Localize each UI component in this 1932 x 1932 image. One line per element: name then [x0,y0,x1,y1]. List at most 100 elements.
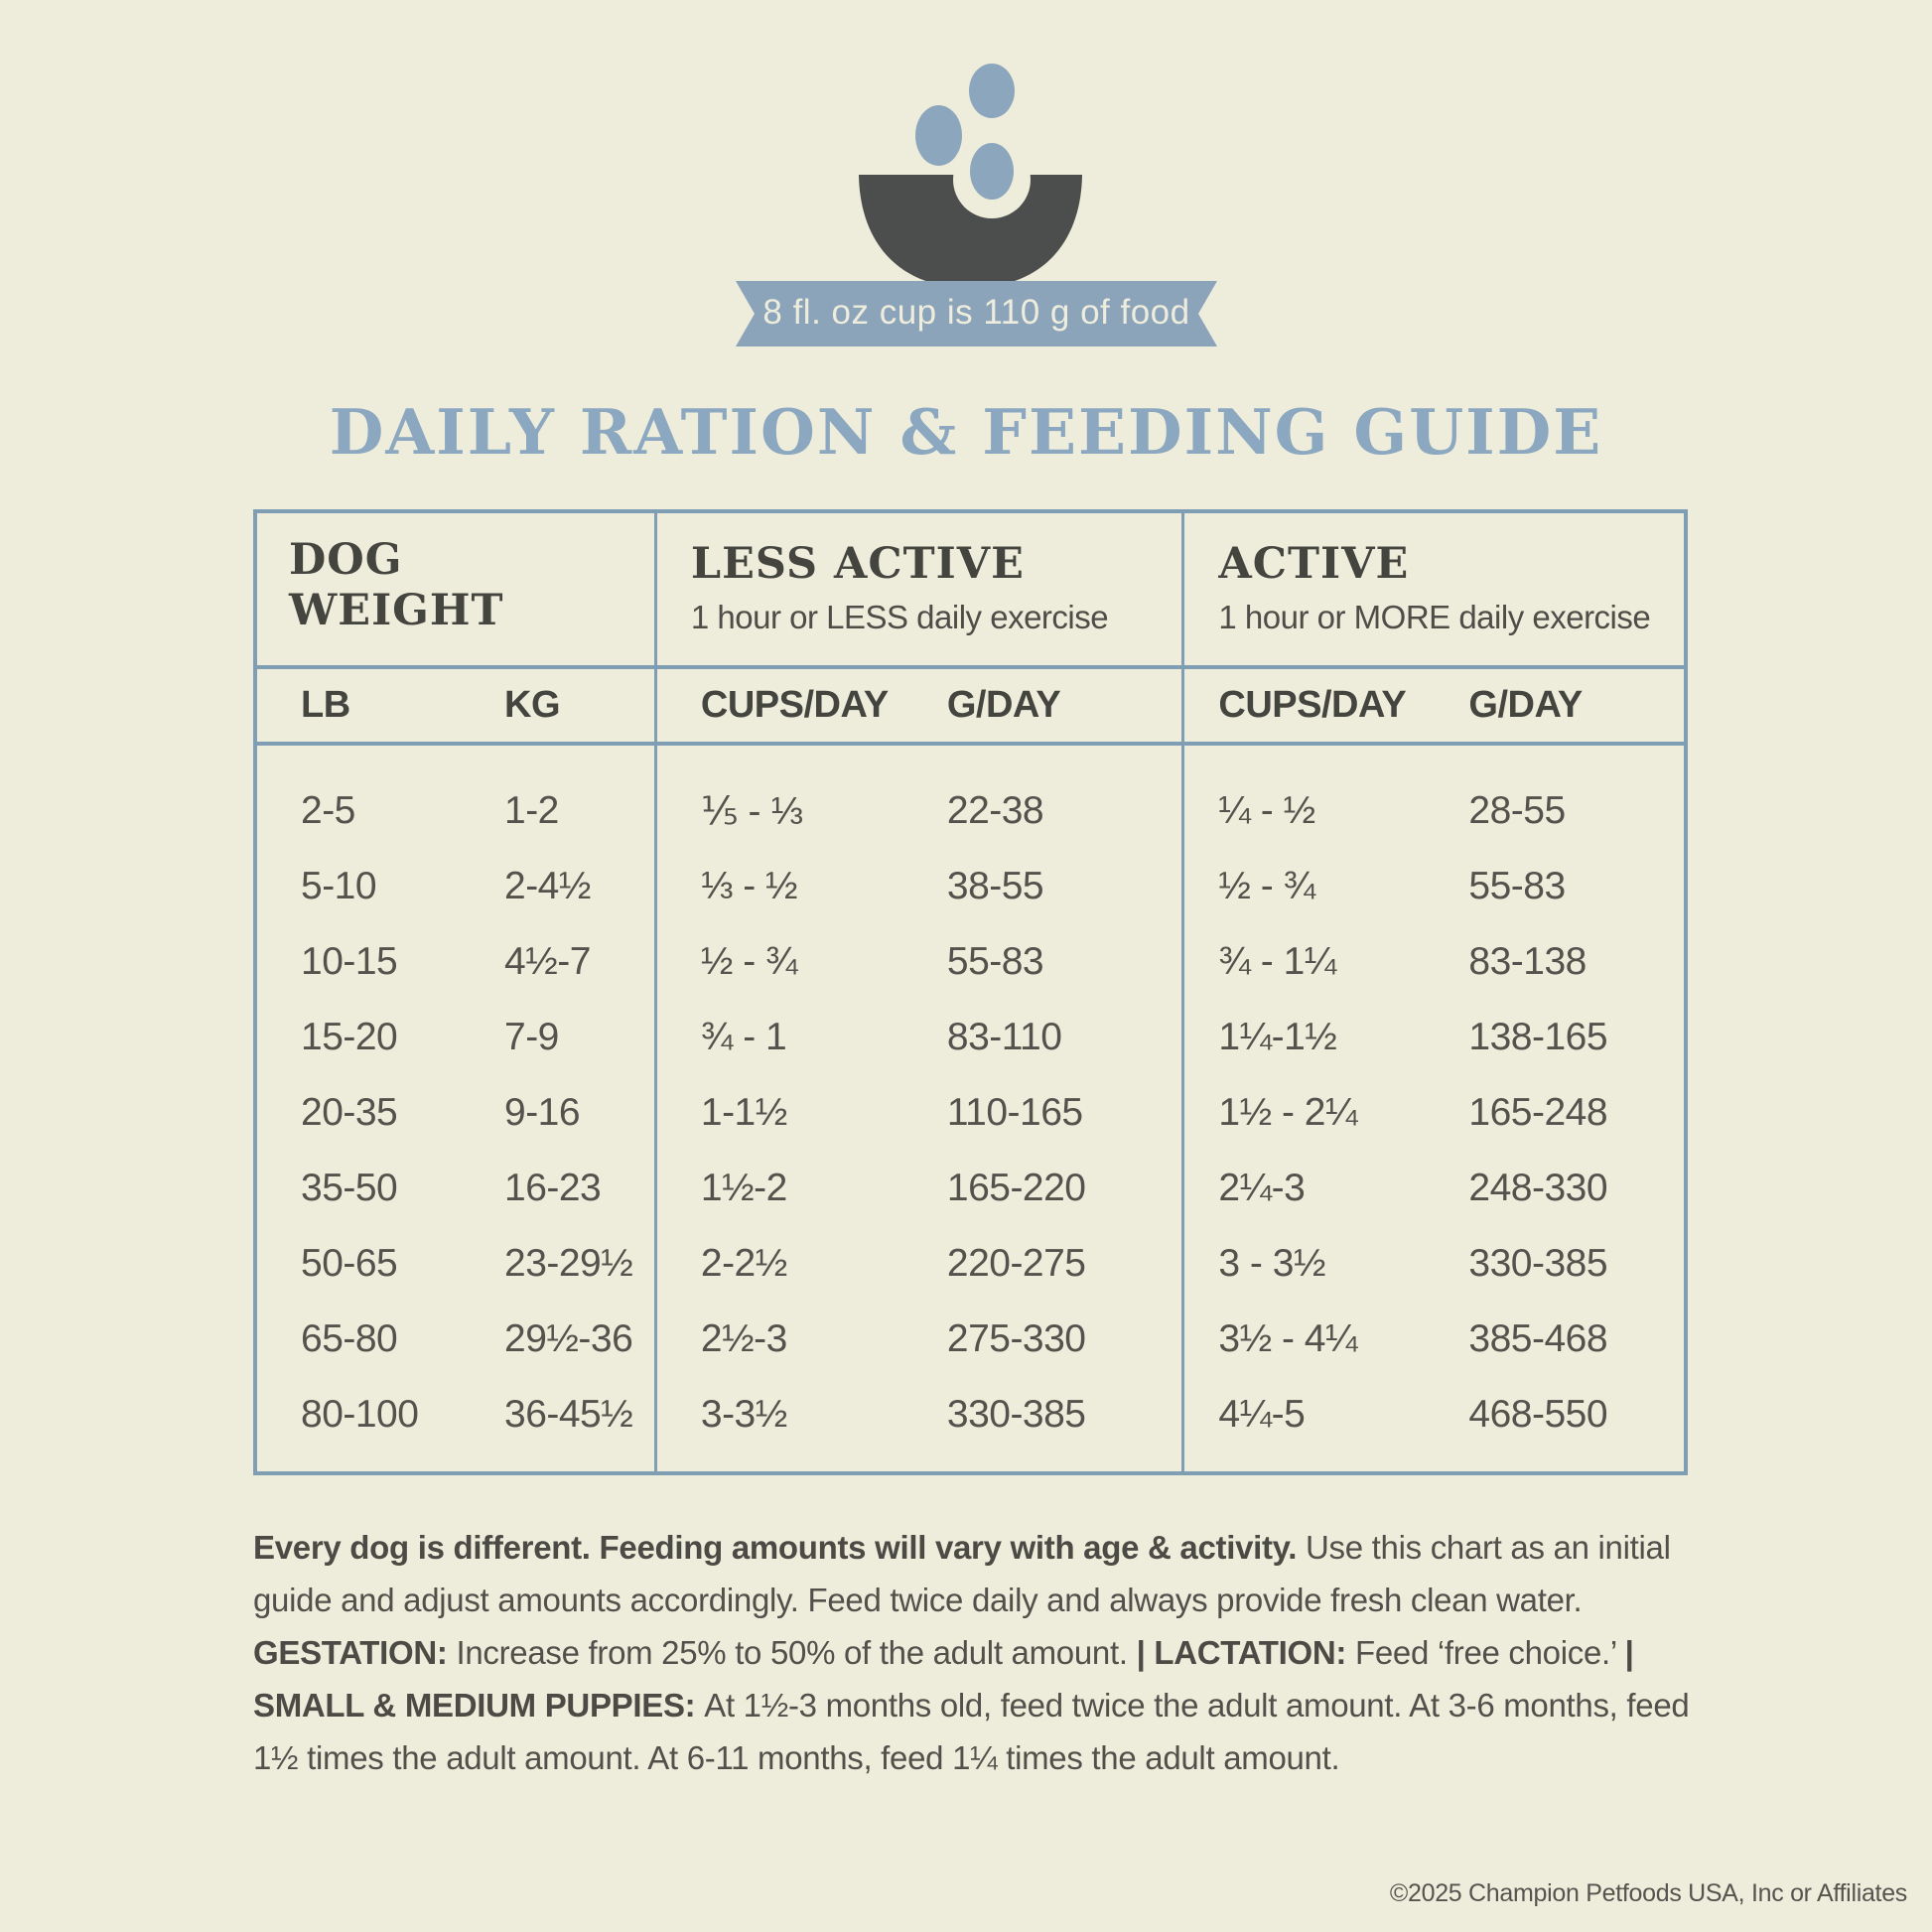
table-cell-a_g: 28-55 [1468,789,1566,832]
table-cell-a_cups: 1½ - 2¼ [1218,1091,1357,1134]
table-cell-la_cups: ½ - ¾ [700,940,798,983]
table-row: 1¼-1½ 138-165 [1184,1000,1684,1075]
table-cell-la_g: 83-110 [946,1016,1062,1058]
table-cell-la_g: 22-38 [946,789,1044,832]
table-row: 10-15 4½-7 [257,924,654,1000]
table-row: 4¼-5 468-550 [1184,1377,1684,1452]
table-row: 1½-2 165-220 [657,1151,1182,1226]
table-cell-la_cups: 1-1½ [700,1091,787,1134]
column-less-active: LESS ACTIVE 1 hour or LESS daily exercis… [653,513,1182,1471]
table-row: ½ - ¾ 55-83 [1184,849,1684,924]
table-cell-lb: 50-65 [301,1242,398,1285]
table-row: ¾ - 1¼ 83-138 [1184,924,1684,1000]
column-header-cups: CUPS/DAY [1218,684,1407,726]
table-cell-la_g: 330-385 [946,1393,1086,1436]
table-cell-a_g: 248-330 [1468,1167,1608,1209]
subheader-row: CUPS/DAY G/DAY [656,669,1182,746]
table-cell-a_g: 468-550 [1468,1393,1608,1436]
table-cell-a_cups: ¼ - ½ [1218,789,1315,832]
table-cell-la_cups: ⅓ - ½ [700,865,798,907]
note-text: Increase from 25% to 50% of the adult am… [456,1634,1137,1671]
table-cell-a_cups: 2¼-3 [1218,1167,1306,1209]
col3-rows: ¼ - ½ 28-55 ½ - ¾ 55-83 ¾ - 1¼ 83-138 1¼-1½ 138… [1184,746,1684,1471]
table-cell-lb: 35-50 [301,1167,398,1209]
table-row: 65-80 29½-36 [257,1302,654,1377]
header-subtitle: 1 hour or LESS daily exercise [690,598,1109,635]
table-cell-a_g: 55-83 [1468,865,1566,907]
table-row: 2¼-3 248-330 [1184,1151,1684,1226]
table-cell-la_cups: ¾ - 1 [700,1016,787,1058]
note-text: At 1½-3 months old, feed twice the adult… [253,1687,1690,1776]
table-row: 3 - 3½ 330-385 [1184,1226,1684,1302]
header-line: LESS ACTIVE [690,539,1025,589]
table-row: 50-65 23-29½ [257,1226,654,1302]
table-cell-kg: 16-23 [504,1167,602,1209]
header-line: WEIGHT [289,585,504,635]
dog-weight-header: DOG WEIGHT [257,513,654,669]
table-cell-la_cups: 2½-3 [700,1317,787,1360]
table-cell-la_g: 220-275 [946,1242,1086,1285]
table-cell-la_g: 275-330 [946,1317,1086,1360]
column-header-grams: G/DAY [1468,684,1583,726]
feeding-guide-table: DOG WEIGHT LB KG 2-5 1-2 5-10 2-4½ 10-15 4½-7… [253,509,1688,1475]
header-line: ACTIVE [1218,539,1410,589]
active-header: ACTIVE 1 hour or MORE daily exercise [1184,513,1684,669]
table-cell-kg: 7-9 [504,1016,559,1058]
table-cell-la_cups: 1½-2 [700,1167,787,1209]
table-cell-lb: 10-15 [301,940,398,983]
table-row: 3-3½ 330-385 [657,1377,1182,1452]
copyright-text: ©2025 Champion Petfoods USA, Inc or Affi… [1389,1879,1907,1907]
table-row: 2-2½ 220-275 [657,1226,1182,1302]
table-cell-lb: 20-35 [301,1091,398,1134]
table-cell-a_g: 385-468 [1468,1317,1608,1360]
note-lactation-label: | LACTATION: [1136,1634,1355,1671]
kibble-dot-icon [969,64,1015,118]
kibble-dot-icon [915,105,962,166]
column-header-lb: LB [301,684,350,726]
column-active: ACTIVE 1 hour or MORE daily exercise CUP… [1181,513,1684,1471]
table-row: 3½ - 4¼ 385-468 [1184,1302,1684,1377]
table-cell-la_cups: 3-3½ [700,1393,787,1436]
column-header-grams: G/DAY [946,684,1061,726]
table-row: 2-5 1-2 [257,773,654,849]
column-header-cups: CUPS/DAY [700,684,889,726]
table-cell-lb: 15-20 [301,1016,398,1058]
table-cell-kg: 1-2 [504,789,559,832]
table-cell-kg: 9-16 [504,1091,581,1134]
table-cell-la_cups: 2-2½ [700,1242,787,1285]
column-dog-weight: DOG WEIGHT LB KG 2-5 1-2 5-10 2-4½ 10-15 4½-7… [257,513,654,1471]
note-puppies-label: | SMALL & MEDIUM PUPPIES: [253,1634,1634,1724]
table-row: ¼ - ½ 28-55 [1184,773,1684,849]
table-cell-kg: 4½-7 [504,940,591,983]
subheader-row: CUPS/DAY G/DAY [1184,669,1684,746]
less-active-header: LESS ACTIVE 1 hour or LESS daily exercis… [656,513,1182,669]
note-text: Use this chart as an initial guide and a… [253,1529,1671,1618]
table-cell-la_g: 110-165 [946,1091,1083,1134]
table-cell-la_g: 165-220 [946,1167,1086,1209]
table-cell-kg: 36-45½ [504,1393,633,1436]
table-cell-a_cups: 4¼-5 [1218,1393,1306,1436]
table-cell-la_cups: ⅕ - ⅓ [700,789,803,833]
table-cell-a_g: 83-138 [1468,940,1587,983]
table-row: 20-35 9-16 [257,1075,654,1151]
feeding-notes: Every dog is different. Feeding amounts … [253,1521,1711,1784]
header-subtitle: 1 hour or MORE daily exercise [1218,598,1651,635]
table-row: 15-20 7-9 [257,1000,654,1075]
header-line: DOG [289,535,403,585]
table-cell-lb: 80-100 [301,1393,419,1436]
table-row: 1-1½ 110-165 [657,1075,1182,1151]
column-header-kg: KG [504,684,560,726]
table-row: 2½-3 275-330 [657,1302,1182,1377]
table-cell-a_cups: ¾ - 1¼ [1218,940,1336,983]
table-cell-kg: 23-29½ [504,1242,633,1285]
table-cell-a_g: 165-248 [1468,1091,1608,1134]
ribbon-text: 8 fl. oz cup is 110 g of food [762,293,1190,332]
table-row: ¾ - 1 83-110 [657,1000,1182,1075]
table-cell-lb: 65-80 [301,1317,398,1360]
note-text: Feed ‘free choice.’ [1354,1634,1625,1671]
table-cell-a_cups: 3 - 3½ [1218,1242,1325,1285]
cup-measure-ribbon: 8 fl. oz cup is 110 g of food [736,281,1217,346]
bowl-icon [859,175,1082,288]
note-intro-bold: Every dog is different. Feeding amounts … [253,1529,1307,1566]
table-cell-la_g: 38-55 [946,865,1044,907]
